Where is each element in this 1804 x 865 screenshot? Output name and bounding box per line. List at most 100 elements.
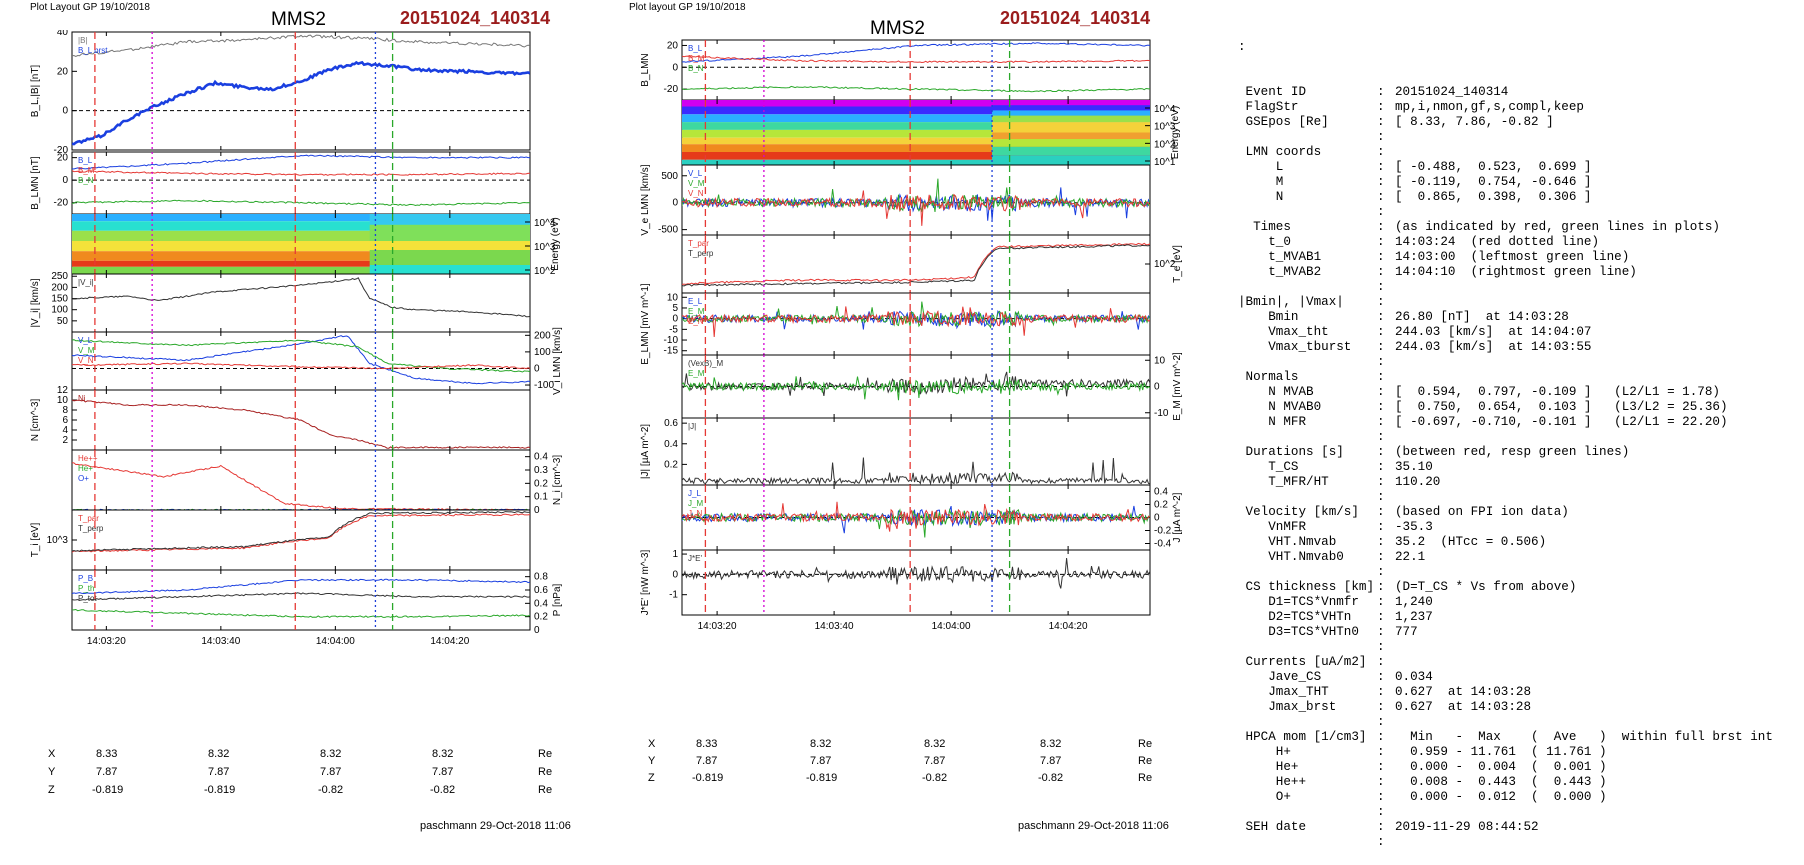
info-value — [1395, 805, 1798, 820]
panel-frame — [681, 39, 1151, 101]
info-value: -35.3 — [1395, 520, 1433, 534]
info-key: L — [1238, 160, 1284, 174]
info-row: Currents [uA/m2]: — [1238, 655, 1798, 670]
series-group — [72, 462, 530, 510]
info-row: T_MFR/HT:110.20 — [1238, 475, 1798, 490]
coord-label: Y — [648, 755, 656, 767]
coord-value: 8.32 — [432, 748, 454, 760]
info-value — [1395, 370, 1798, 385]
ytick-label: 0 — [534, 505, 540, 516]
info-key: Durations [s] — [1238, 445, 1344, 459]
panel-JE: 1 0 -1 J*E' [nW m^-3] J*E' — [640, 549, 1151, 616]
coord-value: 7.87 — [924, 755, 946, 767]
series-label: V_M — [688, 179, 705, 188]
info-value: Min - Max ( Ave ) within full brst int — [1395, 730, 1773, 744]
coord-value: 7.87 — [320, 766, 342, 778]
info-row: T_CS:35.10 — [1238, 460, 1798, 475]
series-B-L-brst — [72, 60, 530, 146]
info-row: Normals: — [1238, 370, 1798, 385]
ytick-label: 0 — [1154, 382, 1160, 393]
panel-frame — [71, 151, 531, 215]
ytick-label: 0.6 — [664, 418, 678, 429]
panel-frame — [681, 549, 1151, 616]
series-P-tot — [72, 592, 530, 601]
ytick-label: 10^2 — [1154, 259, 1176, 270]
left-coord-table: X 8.33 8.32 8.32 8.32 Re Y 7.87 7.87 7.8… — [48, 748, 568, 802]
series-B-N — [72, 199, 530, 207]
series-label: |B| — [78, 36, 88, 45]
info-value: [ 0.594, 0.797, -0.109 ] (L2/L1 = 1.78) — [1395, 385, 1720, 399]
ytick-label: 10^4 — [1154, 104, 1176, 115]
series-B-N — [682, 85, 1150, 93]
ytick-label: 250 — [51, 271, 68, 282]
info-row: O+: 0.000 - 0.012 ( 0.000 ) — [1238, 790, 1798, 805]
info-sep: : — [1377, 685, 1385, 699]
info-key: He+ — [1238, 760, 1299, 774]
heatmap-band — [72, 241, 530, 252]
ytick-label: 0.8 — [534, 572, 548, 583]
ytick-label: 10 — [667, 292, 679, 303]
info-row: Times: (as indicated by red, green lines … — [1238, 220, 1798, 235]
info-row: D1=TCS*Vnmfr:1,240 — [1238, 595, 1798, 610]
info-key: VnMFR — [1238, 520, 1307, 534]
ytick-label: -10 — [1154, 408, 1169, 419]
info-row: LMN coords: — [1238, 145, 1798, 160]
series-V-L — [72, 335, 530, 385]
info-row: HPCA mom [1/cm3]: Min - Max ( Ave ) with… — [1238, 730, 1798, 745]
heatmap-band — [72, 221, 530, 231]
right-footer: paschmann 29-Oct-2018 11:06 — [1018, 820, 1169, 832]
info-key — [1238, 805, 1377, 820]
info-rows: Event ID:20151024_140314 FlagStr: mp,i,nm… — [1238, 85, 1798, 850]
info-value — [1395, 145, 1798, 160]
info-key — [1238, 205, 1377, 220]
series-label: J_M — [688, 499, 703, 508]
info-row: H+: 0.959 - 11.761 ( 11.761 ) — [1238, 745, 1798, 760]
heatmap-band — [682, 106, 1150, 115]
heatmap-band — [992, 115, 1150, 123]
xtick-label: 14:04:20 — [1049, 621, 1088, 632]
ytick-label: 12 — [57, 385, 69, 396]
series-label: E_L — [688, 297, 703, 306]
series-group — [682, 301, 1150, 338]
info-row: N: [ 0.865, 0.398, 0.306 ] — [1238, 190, 1798, 205]
info-key: Event ID — [1238, 85, 1307, 99]
info-value: [ -0.697, -0.710, -0.101 ] (L2/L1 = 22.2… — [1395, 415, 1728, 429]
info-value: (as indicated by red, green lines in plo… — [1395, 220, 1720, 234]
info-sep: : — [1377, 790, 1385, 804]
info-key: He++ — [1238, 775, 1307, 789]
info-sep: : — [1377, 280, 1385, 294]
info-sep: : — [1377, 610, 1385, 624]
ytick-label: 10^1 — [1154, 157, 1176, 168]
coord-value: 7.87 — [432, 766, 454, 778]
info-value: 35.10 — [1395, 460, 1433, 474]
info-row: Event ID:20151024_140314 — [1238, 85, 1798, 100]
heatmap-band — [992, 100, 1150, 106]
ytick-label: 0.2 — [664, 459, 678, 470]
coord-value: 7.87 — [208, 766, 230, 778]
info-value: (between red, resp green lines) — [1395, 445, 1630, 459]
heatmap-band — [369, 265, 530, 274]
ytick-label: -1 — [669, 590, 678, 601]
ytick-label: -0.2 — [1154, 526, 1172, 537]
info-row: Jmax_THT:0.627 at 14:03:28 — [1238, 685, 1798, 700]
series-label: B_L — [688, 44, 703, 53]
heatmap-band — [682, 114, 1150, 123]
info-row: Durations [s]: (between red, resp green l… — [1238, 445, 1798, 460]
ytick-label: 10 — [1154, 355, 1166, 366]
heatmap-band — [992, 122, 1150, 133]
info-value: 20151024_140314 — [1395, 85, 1509, 99]
info-key: Vmax_tburst — [1238, 340, 1352, 354]
info-sep: : — [1377, 160, 1385, 174]
info-sep: : — [1377, 775, 1385, 789]
ytick-label: 6 — [62, 415, 68, 426]
info-value: 2019-11-29 08:44:52 — [1395, 820, 1539, 834]
ytick-label: 10 — [57, 395, 69, 406]
info-sep: : — [1377, 670, 1385, 684]
event-info-panel: : Event ID:20151024_140314 FlagStr: mp,i,… — [1238, 10, 1798, 865]
info-sep: : — [1377, 580, 1385, 594]
info-value: 35.2 (HTcc = 0.506) — [1395, 535, 1547, 549]
info-key: H+ — [1238, 745, 1291, 759]
heatmap-band — [369, 241, 530, 250]
ytick-label: -20 — [54, 145, 69, 156]
